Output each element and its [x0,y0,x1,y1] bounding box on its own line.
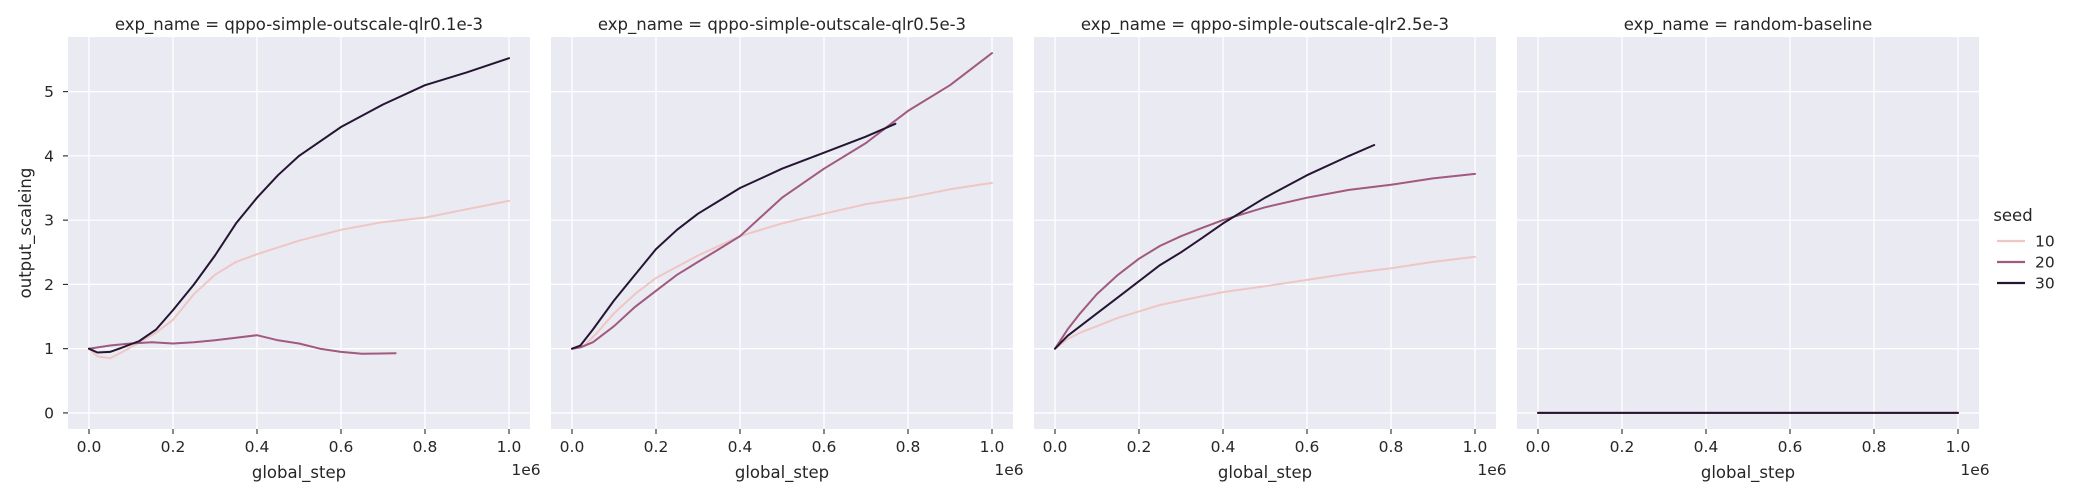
series-line-seed-10 [88,199,510,360]
facet-panel-3: 0.0 0.2 0.4 0.6 0.8 1.0 exp_name = qppo-simple… [1034,15,1507,483]
y-tick-label: 1 [44,340,54,358]
x-axis-label: global_step [252,463,346,483]
legend-items: 10 20 30 [1997,233,2055,293]
x-tick-label: 0.8 [1379,438,1404,456]
series-line-seed-20 [571,52,993,350]
x-axis-label: global_step [735,463,829,483]
x-tick-label: 0.4 [245,438,270,456]
panel-title: exp_name = random-baseline [1624,15,1873,35]
y-tick-label: 0 [44,404,54,422]
x-tick-label: 1.0 [980,438,1005,456]
plot-area [1517,37,1979,429]
x-tick-label: 0.2 [1127,438,1152,456]
x-offset-label: 1e6 [1960,461,1989,479]
y-tick-label: 3 [44,212,54,230]
x-tick-label: 0.6 [1295,438,1320,456]
series-line-seed-10 [1054,255,1476,350]
x-tick-label: 0.4 [728,438,753,456]
x-tick-label: 0.0 [77,438,102,456]
x-tick-label: 0.2 [644,438,669,456]
facet-panel-4: 0.0 0.2 0.4 0.6 0.8 1.0 exp_name = random-base… [1517,15,1990,483]
y-tick-label: 2 [44,276,54,294]
x-tick-label: 0.4 [1694,438,1719,456]
legend-label-seed-20: 20 [2035,254,2055,272]
plot-area [68,37,530,429]
x-tick-label: 0.0 [1526,438,1551,456]
facet-panel-2: 0.0 0.2 0.4 0.6 0.8 1.0 exp_name = qppo-simple… [551,15,1024,483]
x-tick-label: 1.0 [497,438,522,456]
x-tick-label: 0.8 [1862,438,1887,456]
x-offset-label: 1e6 [511,461,540,479]
x-tick-label: 0.6 [1778,438,1803,456]
x-tick-label: 1.0 [1463,438,1488,456]
x-tick-label: 0.0 [560,438,585,456]
series-line-seed-20 [1054,172,1476,350]
y-axis-label: output_scaleing [16,168,36,299]
x-tick-label: 1.0 [1946,438,1971,456]
x-tick-label: 0.2 [161,438,186,456]
y-tick-label: 5 [44,83,54,101]
x-offset-label: 1e6 [1477,461,1506,479]
legend-label-seed-30: 30 [2035,275,2055,293]
x-tick-label: 0.0 [1043,438,1068,456]
x-tick-label: 0.8 [413,438,438,456]
series-line-seed-20 [88,334,397,355]
x-tick-label: 0.6 [812,438,837,456]
x-offset-label: 1e6 [994,461,1023,479]
panel-title: exp_name = qppo-simple-outscale-qlr2.5e-… [1081,15,1449,35]
x-tick-label: 0.8 [896,438,921,456]
plot-area [1034,37,1496,429]
legend: seed 10 20 30 [1993,206,2054,293]
facet-panels: 0.0 0.2 0.4 0.6 0.8 1.0 0 1 2 3 4 5 output_scaleing e… [16,15,1990,483]
facet-panel-1: 0.0 0.2 0.4 0.6 0.8 1.0 0 1 2 3 4 5 output_scaleing e… [16,15,541,483]
series-line-seed-10 [571,181,993,350]
x-tick-label: 0.6 [329,438,354,456]
legend-title: seed [1993,206,2032,225]
legend-label-seed-10: 10 [2035,233,2055,251]
series-line-seed-30 [88,57,510,354]
series-line-seed-30 [571,122,897,350]
panel-title: exp_name = qppo-simple-outscale-qlr0.5e-… [598,15,966,35]
plot-area [551,37,1013,429]
x-axis-label: global_step [1218,463,1312,483]
panel-title: exp_name = qppo-simple-outscale-qlr0.1e-… [115,15,483,35]
x-tick-label: 0.4 [1211,438,1236,456]
series-line-seed-30 [1054,144,1376,350]
x-axis-label: global_step [1701,463,1795,483]
x-tick-label: 0.2 [1610,438,1635,456]
y-tick-label: 4 [44,147,54,165]
